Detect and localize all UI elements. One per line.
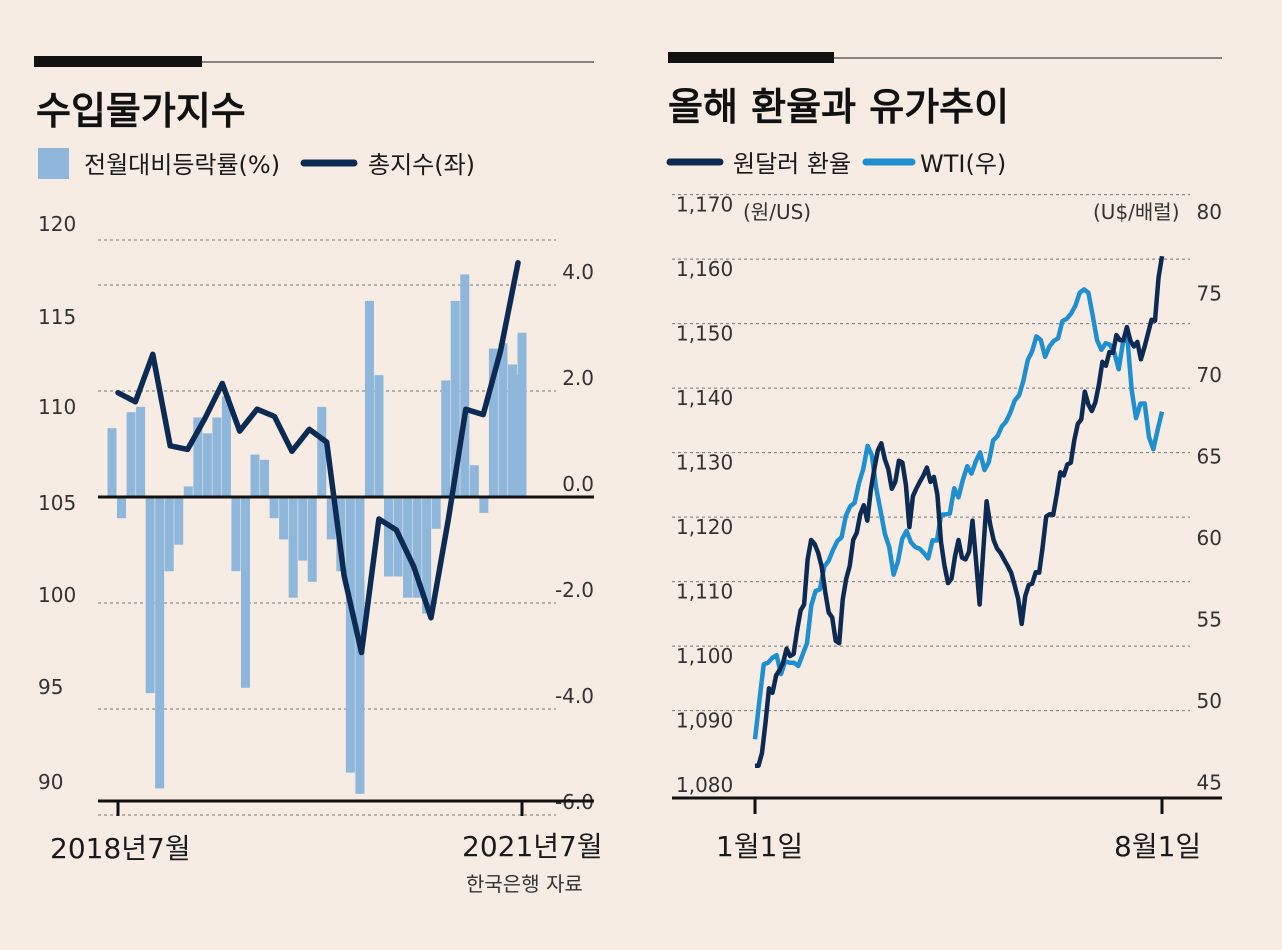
right-right-axis-tick-label: 45 [1197,771,1222,795]
right-left-axis-tick-label: 1,160 [676,257,733,281]
right-left-axis-tick-label: 1,130 [676,451,733,475]
left-bar [288,497,298,598]
left-left-axis-ticks: 120 115 110 105 100 95 90 [38,212,76,794]
left-bar [450,300,460,497]
left-bar [326,497,336,540]
left-axis-tick-label: 110 [38,395,76,419]
left-bar [384,497,394,577]
right-chart-title: 올해 환율과 유가추이 [668,85,1009,129]
right-left-unit: (원/US) [743,200,811,224]
left-bar [145,497,155,694]
right-gridlines [672,194,1190,712]
left-bar [508,375,518,497]
left-x-label-end: 2021년7월 [462,830,603,863]
right-x-label-start: 1월1일 [716,830,803,863]
left-source-note: 한국은행 자료 [466,872,583,896]
left-bar [441,380,451,497]
left-bar [269,497,279,519]
left-bar [364,300,374,497]
left-bar [279,497,289,540]
left-gridlines [98,239,556,816]
left-bar [317,406,327,497]
left-bar [212,417,222,497]
right-axis-tick-label: -2.0 [555,578,594,602]
left-bar [221,396,231,497]
left-bar [260,459,270,497]
left-axis-tick-label: 105 [38,491,76,515]
left-bar [422,497,432,614]
right-left-axis-tick-label: 1,140 [676,386,733,410]
right-chart-panel: 올해 환율과 유가추이 원달러 환율 WTI(우) (원/US) (U$/배럴)… [666,52,1222,863]
right-left-axis-tick-label: 1,100 [676,644,733,668]
left-axis-tick-label: 95 [38,675,63,699]
right-krw-line [754,255,1165,769]
left-bar [412,497,422,598]
left-bar [202,433,212,497]
left-chart-title: 수입물가지수 [36,89,246,133]
left-right-axis-ticks: 4.02.00.0-2.0-4.0-6.0 [555,260,594,814]
left-bar [298,497,308,561]
left-bar [117,497,127,519]
left-bar [250,454,260,497]
left-bar [126,412,136,497]
right-right-axis-tick-label: 60 [1197,526,1222,550]
left-bar [460,274,470,497]
left-axis-tick-label: 115 [38,305,76,329]
right-left-axis-tick-label: 1,090 [676,709,733,733]
right-left-axis-tick-label: 1,170 [676,193,733,217]
right-right-unit: (U$/배럴) [1093,200,1180,224]
right-left-axis-tick-label: 1,080 [676,773,733,797]
right-axis-tick-label: 2.0 [562,366,594,390]
left-bar [183,486,193,497]
right-axis-tick-label: 4.0 [562,260,594,284]
left-bar [193,417,203,497]
right-right-axis-tick-label: 55 [1197,608,1222,632]
left-bar [174,497,184,545]
right-axis-tick-label: 0.0 [562,472,594,496]
left-axis-tick-label: 90 [38,770,63,794]
left-bars [107,274,527,794]
right-legend-wti-label: WTI(우) [920,150,1006,178]
left-bar [136,406,146,497]
left-legend-bar-label: 전월대비등락률(%) [84,151,280,179]
left-bar [374,375,384,497]
left-bar [307,497,317,582]
right-right-axis-ticks: 80 75 70 65 60 55 50 45 [1197,200,1222,795]
left-x-label-start: 2018년7월 [50,832,191,865]
left-chart-panel: 수입물가지수 전월대비등락률(%) 총지수(좌) 120 115 110 105 100… [34,56,603,896]
left-legend-line-label: 총지수(좌) [368,151,475,179]
right-legend-krw-label: 원달러 환율 [733,150,851,178]
left-title-accent-bar [34,56,202,67]
left-axis-tick-label: 100 [38,583,76,607]
right-right-axis-tick-label: 65 [1197,445,1222,469]
right-wti-line [752,287,1165,740]
right-left-axis-tick-label: 1,150 [676,322,733,346]
right-right-axis-tick-label: 80 [1197,200,1222,224]
right-left-axis-tick-label: 1,110 [676,580,733,604]
left-bar [155,497,165,789]
left-bar [517,332,527,497]
right-axis-tick-label: -4.0 [555,684,594,708]
left-bar [345,497,355,773]
left-bar [107,428,117,497]
right-right-axis-tick-label: 75 [1197,282,1222,306]
right-left-axis-ticks: 1,170 1,160 1,150 1,140 1,130 1,120 1,110 1,100… [676,193,733,797]
right-right-axis-tick-label: 70 [1197,363,1222,387]
left-bar [488,348,498,497]
left-bar [469,465,479,497]
left-total-index-line [115,260,521,656]
left-bar [240,497,250,688]
left-bar [479,497,489,513]
right-right-axis-tick-label: 50 [1197,689,1222,713]
right-x-label-end: 8월1일 [1114,830,1201,863]
right-left-axis-tick-label: 1,120 [676,515,733,539]
left-bar [431,497,441,529]
left-bar [498,343,508,497]
left-bar [164,497,174,572]
right-title-accent-bar [668,52,834,63]
left-bar [231,497,241,572]
left-axis-tick-label: 120 [38,212,76,236]
left-legend-bar-swatch [38,148,69,179]
